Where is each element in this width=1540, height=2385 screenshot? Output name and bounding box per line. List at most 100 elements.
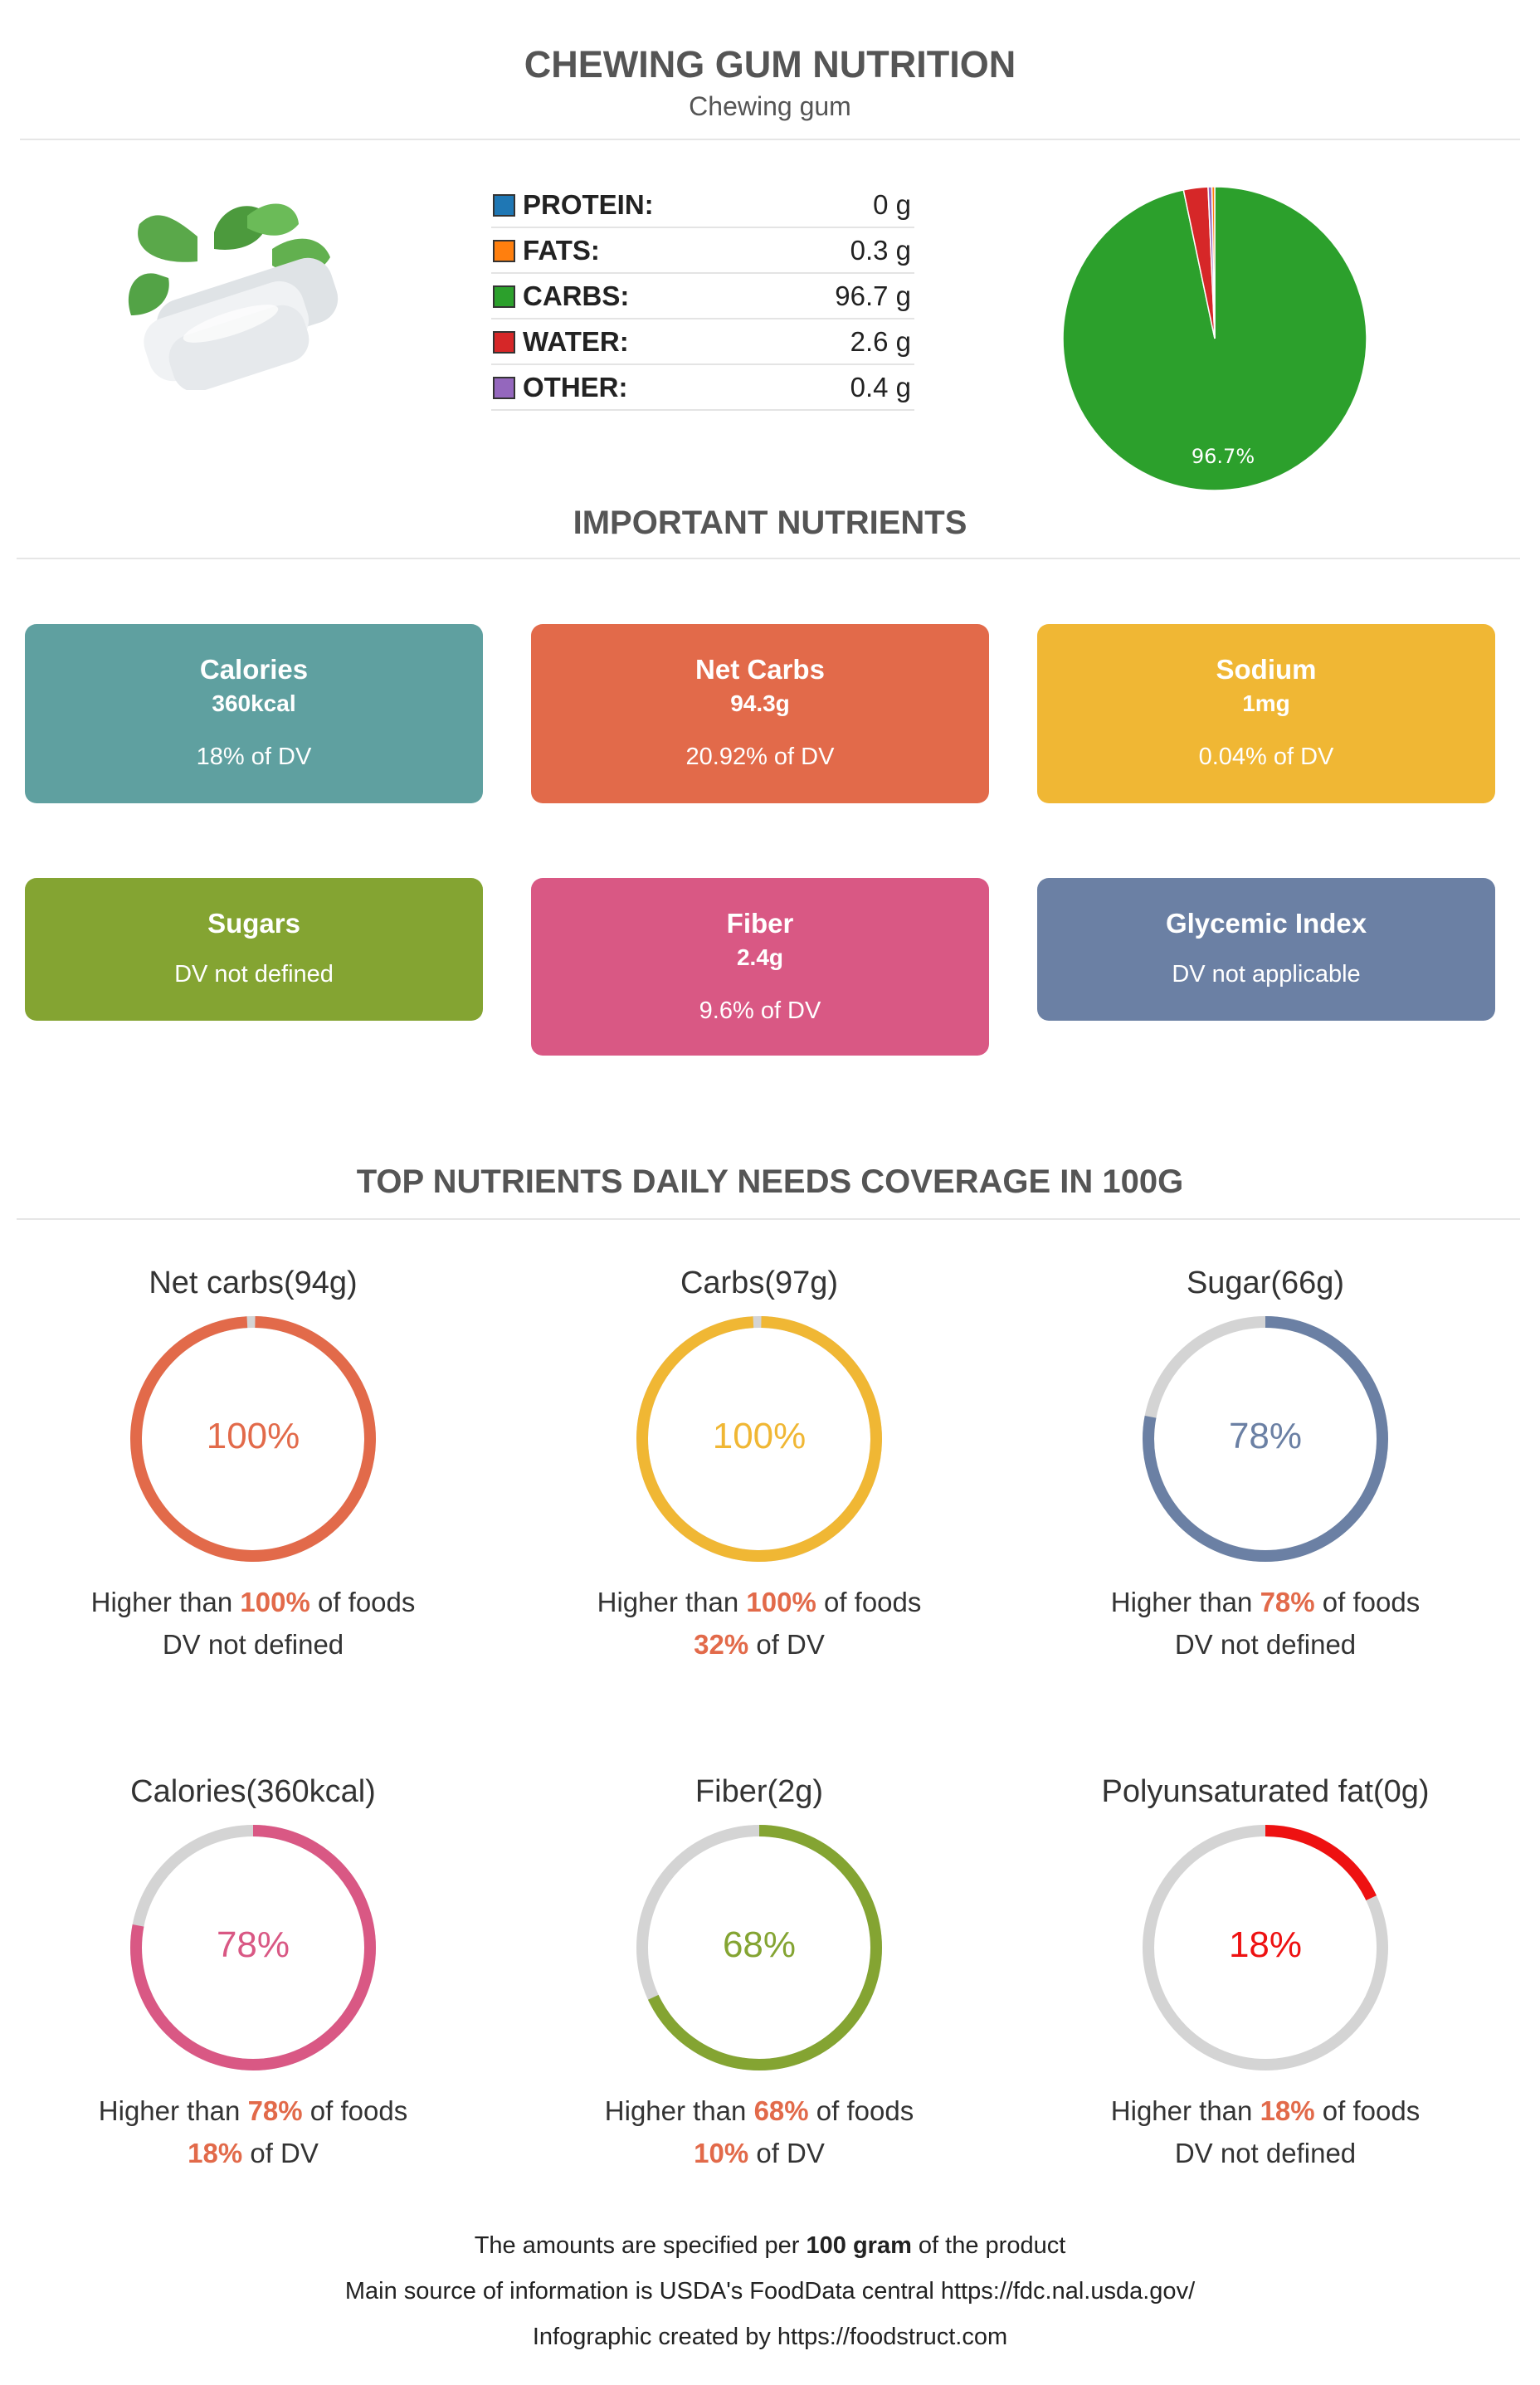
macro-row: FATS: 0.3 g xyxy=(491,228,914,274)
coverage-percent: 78% xyxy=(216,1924,290,1965)
nutrient-card-glycemic-index: Glycemic Index DV not applicable xyxy=(1037,878,1495,1021)
macro-row: WATER: 2.6 g xyxy=(491,319,914,365)
coverage-label: Sugar(66g) xyxy=(1186,1266,1345,1300)
nutrient-card-sodium: Sodium 1mg 0.04% of DV xyxy=(1037,624,1495,803)
higher-suffix: of foods xyxy=(302,2095,408,2126)
macro-pie-chart: 96.7% xyxy=(1062,186,1367,491)
coverage-donut xyxy=(636,1825,882,2070)
coverage-percent: 100% xyxy=(712,1416,807,1456)
coverage-donut xyxy=(1143,1316,1388,1562)
page-title: CHEWING GUM NUTRITION xyxy=(524,43,1016,85)
higher-prefix: Higher than xyxy=(1110,1587,1260,1617)
coverage-donut xyxy=(1143,1825,1388,2070)
coverage-donut xyxy=(129,1316,376,1562)
higher-suffix: of foods xyxy=(816,1587,922,1617)
dv-percent: 10% xyxy=(694,2138,749,2168)
page-subtitle: Chewing gum xyxy=(689,91,851,121)
macro-name: PROTEIN: xyxy=(523,189,654,220)
coverage-label: Carbs(97g) xyxy=(680,1266,839,1300)
higher-than-line: Higher than 68% of foods xyxy=(527,2095,992,2127)
higher-than-line: Higher than 100% of foods xyxy=(21,1587,485,1618)
higher-suffix: of foods xyxy=(808,2095,914,2126)
higher-suffix: of foods xyxy=(1314,2095,1421,2126)
card-value: 2.4g xyxy=(736,944,784,970)
macro-value: 0.4 g xyxy=(850,372,911,402)
macro-value: 96.7 g xyxy=(835,280,911,311)
card-value: 1mg xyxy=(1242,690,1290,716)
dv-line: DV not defined xyxy=(1033,1629,1498,1661)
macro-swatch xyxy=(493,194,515,217)
card-dv: 9.6% of DV xyxy=(699,997,821,1024)
chewing-gum-image xyxy=(128,203,339,390)
macro-swatch xyxy=(493,285,515,308)
dv-text: DV not defined xyxy=(162,1629,344,1660)
coverage-percent: 68% xyxy=(722,1924,797,1965)
coverage-title: TOP NUTRIENTS DAILY NEEDS COVERAGE IN 10… xyxy=(356,1163,1184,1200)
coverage-donut xyxy=(636,1316,882,1562)
macro-row: OTHER: 0.4 g xyxy=(491,365,914,411)
dv-line: DV not defined xyxy=(21,1629,485,1661)
macro-swatch xyxy=(493,240,515,262)
card-name: Sodium xyxy=(1216,654,1317,685)
coverage-donut xyxy=(130,1825,376,2070)
card-dv: 18% of DV xyxy=(196,744,312,770)
pie-slice-fats xyxy=(1211,186,1216,339)
card-name: Fiber xyxy=(726,908,794,939)
macro-name: WATER: xyxy=(523,326,629,357)
higher-percent: 78% xyxy=(247,2095,303,2126)
dv-percent: 32% xyxy=(694,1629,749,1660)
donut-arc xyxy=(1143,1825,1388,2070)
pie-slice-label: 96.7% xyxy=(1192,445,1255,468)
higher-percent: 100% xyxy=(240,1587,310,1617)
higher-percent: 78% xyxy=(1260,1587,1315,1617)
macro-swatch xyxy=(493,377,515,399)
macro-name: CARBS: xyxy=(523,280,630,311)
higher-percent: 18% xyxy=(1260,2095,1315,2126)
nutrient-card-calories: Calories 360kcal 18% of DV xyxy=(25,624,483,803)
higher-suffix: of foods xyxy=(1314,1587,1421,1617)
nutrient-card-fiber: Fiber 2.4g 9.6% of DV xyxy=(531,878,989,1056)
important-nutrients-title: IMPORTANT NUTRIENTS xyxy=(573,505,967,541)
donut-arc xyxy=(636,1825,882,2070)
card-name: Glycemic Index xyxy=(1165,908,1367,939)
coverage-label: Net carbs(94g) xyxy=(149,1266,358,1300)
important-divider xyxy=(17,558,1520,559)
coverage-label: Calories(360kcal) xyxy=(130,1774,376,1809)
higher-prefix: Higher than xyxy=(1110,2095,1260,2126)
dv-line: 10% of DV xyxy=(527,2138,992,2169)
footer-credit: Infographic created by https://foodstruc… xyxy=(532,2324,1008,2350)
coverage-label: Polyunsaturated fat(0g) xyxy=(1101,1774,1430,1809)
card-value: 94.3g xyxy=(730,690,790,716)
macro-value: 2.6 g xyxy=(850,326,911,357)
macro-name: OTHER: xyxy=(523,372,628,402)
macro-row: PROTEIN: 0 g xyxy=(491,183,914,228)
footer-amount-note: The amounts are specified per 100 gram o… xyxy=(474,2232,1066,2259)
macro-value: 0 g xyxy=(873,189,911,220)
higher-prefix: Higher than xyxy=(98,2095,248,2126)
higher-prefix: Higher than xyxy=(90,1587,241,1617)
header-divider xyxy=(20,139,1520,140)
coverage-label: Fiber(2g) xyxy=(694,1774,824,1809)
coverage-percent: 78% xyxy=(1228,1416,1303,1456)
higher-than-line: Higher than 100% of foods xyxy=(527,1587,992,1618)
higher-than-line: Higher than 78% of foods xyxy=(21,2095,485,2127)
higher-than-line: Higher than 18% of foods xyxy=(1033,2095,1498,2127)
donut-arc xyxy=(1143,1316,1388,1562)
nutrient-card-net-carbs: Net Carbs 94.3g 20.92% of DV xyxy=(531,624,989,803)
higher-prefix: Higher than xyxy=(597,1587,747,1617)
card-name: Net Carbs xyxy=(695,654,825,685)
higher-prefix: Higher than xyxy=(604,2095,754,2126)
higher-than-line: Higher than 78% of foods xyxy=(1033,1587,1498,1618)
donut-arc xyxy=(130,1825,376,2070)
dv-text: DV not defined xyxy=(1174,2138,1357,2168)
donut-arc xyxy=(636,1316,882,1562)
dv-text: of DV xyxy=(748,2138,825,2168)
card-dv: DV not applicable xyxy=(1172,961,1361,988)
card-dv: 20.92% of DV xyxy=(685,744,835,770)
coverage-percent: 18% xyxy=(1228,1924,1303,1965)
macro-swatch xyxy=(493,331,515,354)
dv-text: DV not defined xyxy=(1174,1629,1357,1660)
macro-name: FATS: xyxy=(523,235,600,266)
coverage-divider xyxy=(17,1218,1520,1220)
dv-line: DV not defined xyxy=(1033,2138,1498,2169)
